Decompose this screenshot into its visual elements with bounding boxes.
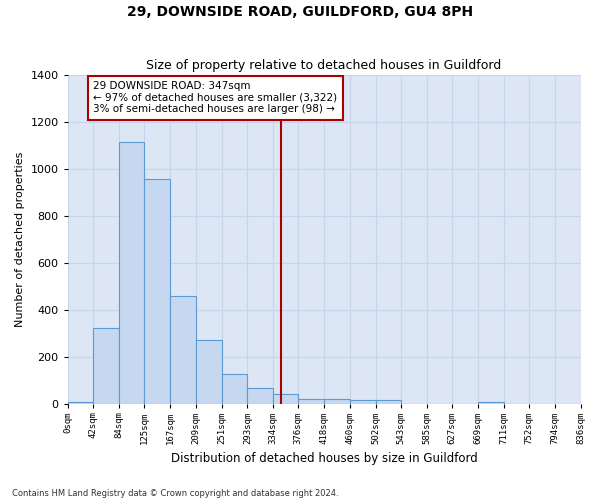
Bar [170, 296, 196, 405]
Bar [350, 400, 376, 404]
Text: Contains HM Land Registry data © Crown copyright and database right 2024.: Contains HM Land Registry data © Crown c… [12, 488, 338, 498]
Text: 29 DOWNSIDE ROAD: 347sqm
← 97% of detached houses are smaller (3,322)
3% of semi: 29 DOWNSIDE ROAD: 347sqm ← 97% of detach… [94, 81, 338, 114]
X-axis label: Distribution of detached houses by size in Guildford: Distribution of detached houses by size … [171, 452, 478, 465]
Bar [376, 400, 401, 404]
Bar [324, 398, 350, 404]
Bar [221, 374, 247, 404]
Bar [196, 340, 221, 404]
Y-axis label: Number of detached properties: Number of detached properties [15, 152, 25, 327]
Bar [145, 180, 170, 404]
Bar [68, 402, 94, 404]
Bar [247, 388, 272, 404]
Bar [298, 398, 324, 404]
Title: Size of property relative to detached houses in Guildford: Size of property relative to detached ho… [146, 59, 502, 72]
Bar [119, 142, 145, 404]
Bar [478, 402, 504, 404]
Text: 29, DOWNSIDE ROAD, GUILDFORD, GU4 8PH: 29, DOWNSIDE ROAD, GUILDFORD, GU4 8PH [127, 5, 473, 19]
Bar [94, 328, 119, 404]
Bar [272, 394, 298, 404]
